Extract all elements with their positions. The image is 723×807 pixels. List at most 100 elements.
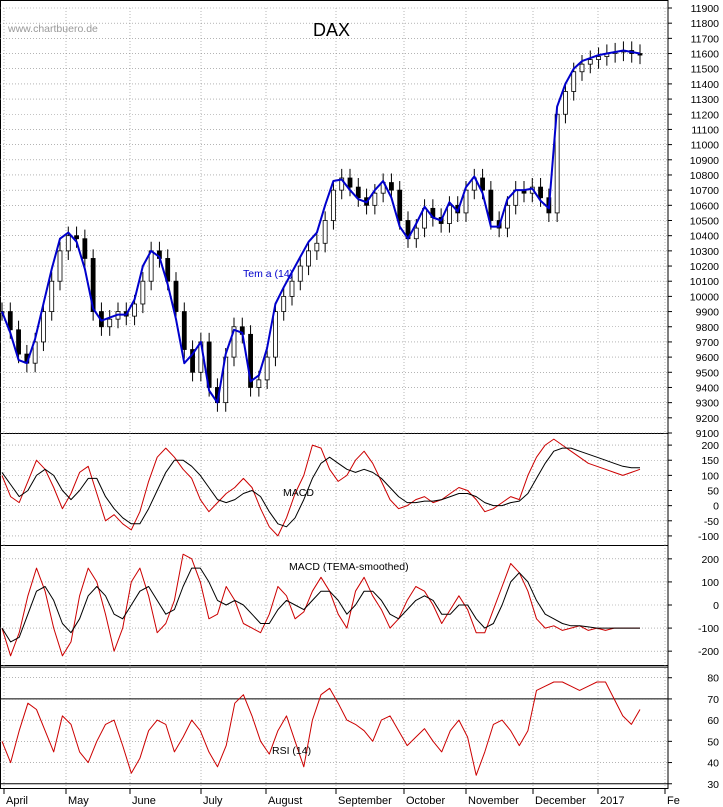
y-tick-label: 9100 (696, 428, 720, 440)
price-candle (571, 71, 577, 92)
price-candle (7, 311, 13, 331)
watermark: www.chartbuero.de (7, 23, 98, 35)
month-label: October (406, 795, 445, 807)
y-tick-label: 50 (707, 736, 719, 748)
month-label: 2017 (600, 795, 624, 807)
y-tick-label: 9200 (696, 413, 720, 425)
price-candle (273, 311, 278, 358)
y-tick-label: 11100 (691, 124, 719, 136)
price-candle (480, 177, 485, 191)
y-tick-label: 9300 (696, 398, 720, 410)
price-candle (297, 265, 303, 282)
macd-line (1, 553, 640, 657)
price-candle (281, 295, 287, 312)
y-tick-label: 10400 (690, 231, 719, 243)
price-candle (49, 280, 55, 312)
price-candle (16, 329, 21, 355)
month-label: April (6, 795, 28, 807)
month-axis: April May June July August September October No… (3, 788, 680, 807)
price-candle (41, 311, 46, 343)
price-candle (74, 235, 79, 240)
price-candle (248, 333, 253, 388)
price-candle (587, 59, 593, 65)
y-tick-label: 0 (713, 600, 719, 612)
y-tick-label: 10700 (690, 185, 719, 197)
month-label: June (132, 795, 156, 807)
price-candle (579, 63, 585, 73)
y-tick-label: 30 (707, 779, 719, 791)
chart-title: DAX (313, 20, 350, 40)
price-candle (57, 250, 63, 282)
tema-label: Tem a (14) (243, 268, 293, 280)
y-tick-label: 9700 (696, 337, 720, 349)
price-candle (190, 349, 195, 373)
price-candle (289, 280, 295, 297)
y-tick-label: 10900 (690, 155, 719, 167)
price-candle (397, 189, 403, 221)
y-tick-label: 10600 (690, 200, 719, 212)
panel-labels: Tem a (14) MACD MACD (TEMA-smoothed) RSI (1… (243, 268, 409, 757)
price-candle (140, 280, 146, 305)
price-candle (322, 220, 328, 244)
y-tick-label: 11600 (691, 49, 720, 61)
y-tick-label: -100 (698, 623, 719, 635)
price-candle (563, 91, 568, 115)
price-candle (538, 186, 543, 199)
month-label: December (535, 795, 586, 807)
month-label: November (468, 795, 519, 807)
price-candle (107, 318, 113, 328)
y-tick-label: 11000 (691, 140, 720, 152)
price-candle (306, 250, 311, 267)
y-tick-label: 11500 (691, 64, 720, 76)
price-candle (339, 177, 345, 191)
y-tick-label: 9900 (696, 307, 720, 319)
price-candle (331, 189, 336, 221)
y-tick-label: 80 (707, 673, 719, 685)
price-candle (596, 56, 601, 61)
month-label: Fe (667, 795, 680, 807)
price-candle (447, 204, 452, 224)
y-tick-label: -100 (698, 531, 719, 543)
price-candle (173, 280, 179, 312)
y-tick-label: 11400 (691, 79, 720, 91)
macd-line (1, 438, 641, 537)
signal-line (1, 447, 640, 528)
y-tick-label: 200 (701, 440, 719, 452)
y-tick-label: 9400 (696, 382, 720, 394)
price-candle (637, 53, 643, 56)
y-tick-label: 200 (701, 554, 719, 566)
y-tick-label: 11200 (691, 109, 720, 121)
price-candle (82, 238, 88, 259)
y-tick-label: 10800 (690, 170, 719, 182)
series-layer (0, 41, 643, 776)
signal-line (1, 567, 640, 643)
tema-line (1, 49, 641, 404)
y-tick-label: 11700 (691, 33, 720, 45)
price-candle (488, 189, 494, 221)
price-candle (264, 356, 270, 381)
price-candle (413, 227, 419, 240)
y-tick-label: 0 (713, 501, 719, 513)
price-candle (256, 379, 262, 388)
rsi-line (1, 681, 641, 776)
price-candle (65, 235, 71, 252)
y-tick-label: 9500 (696, 367, 720, 379)
month-label: September (338, 795, 392, 807)
y-tick-label: 40 (707, 758, 719, 770)
y-tick-label: 11300 (691, 94, 720, 106)
price-candle (32, 341, 38, 364)
y-tick-label: 100 (701, 470, 719, 482)
y-tick-label: 10200 (690, 261, 719, 273)
price-candle (132, 303, 137, 317)
y-tick-label: 150 (701, 455, 719, 467)
y-tick-label: -200 (698, 646, 719, 658)
price-candle (90, 258, 96, 312)
y-tick-label: 70 (707, 694, 719, 706)
month-label: August (268, 795, 302, 807)
price-candle (181, 311, 187, 350)
y-tick-label: 11800 (691, 18, 720, 30)
month-label: July (203, 795, 223, 807)
y-tick-label: 9600 (696, 352, 720, 364)
y-tick-label: 50 (707, 486, 719, 498)
